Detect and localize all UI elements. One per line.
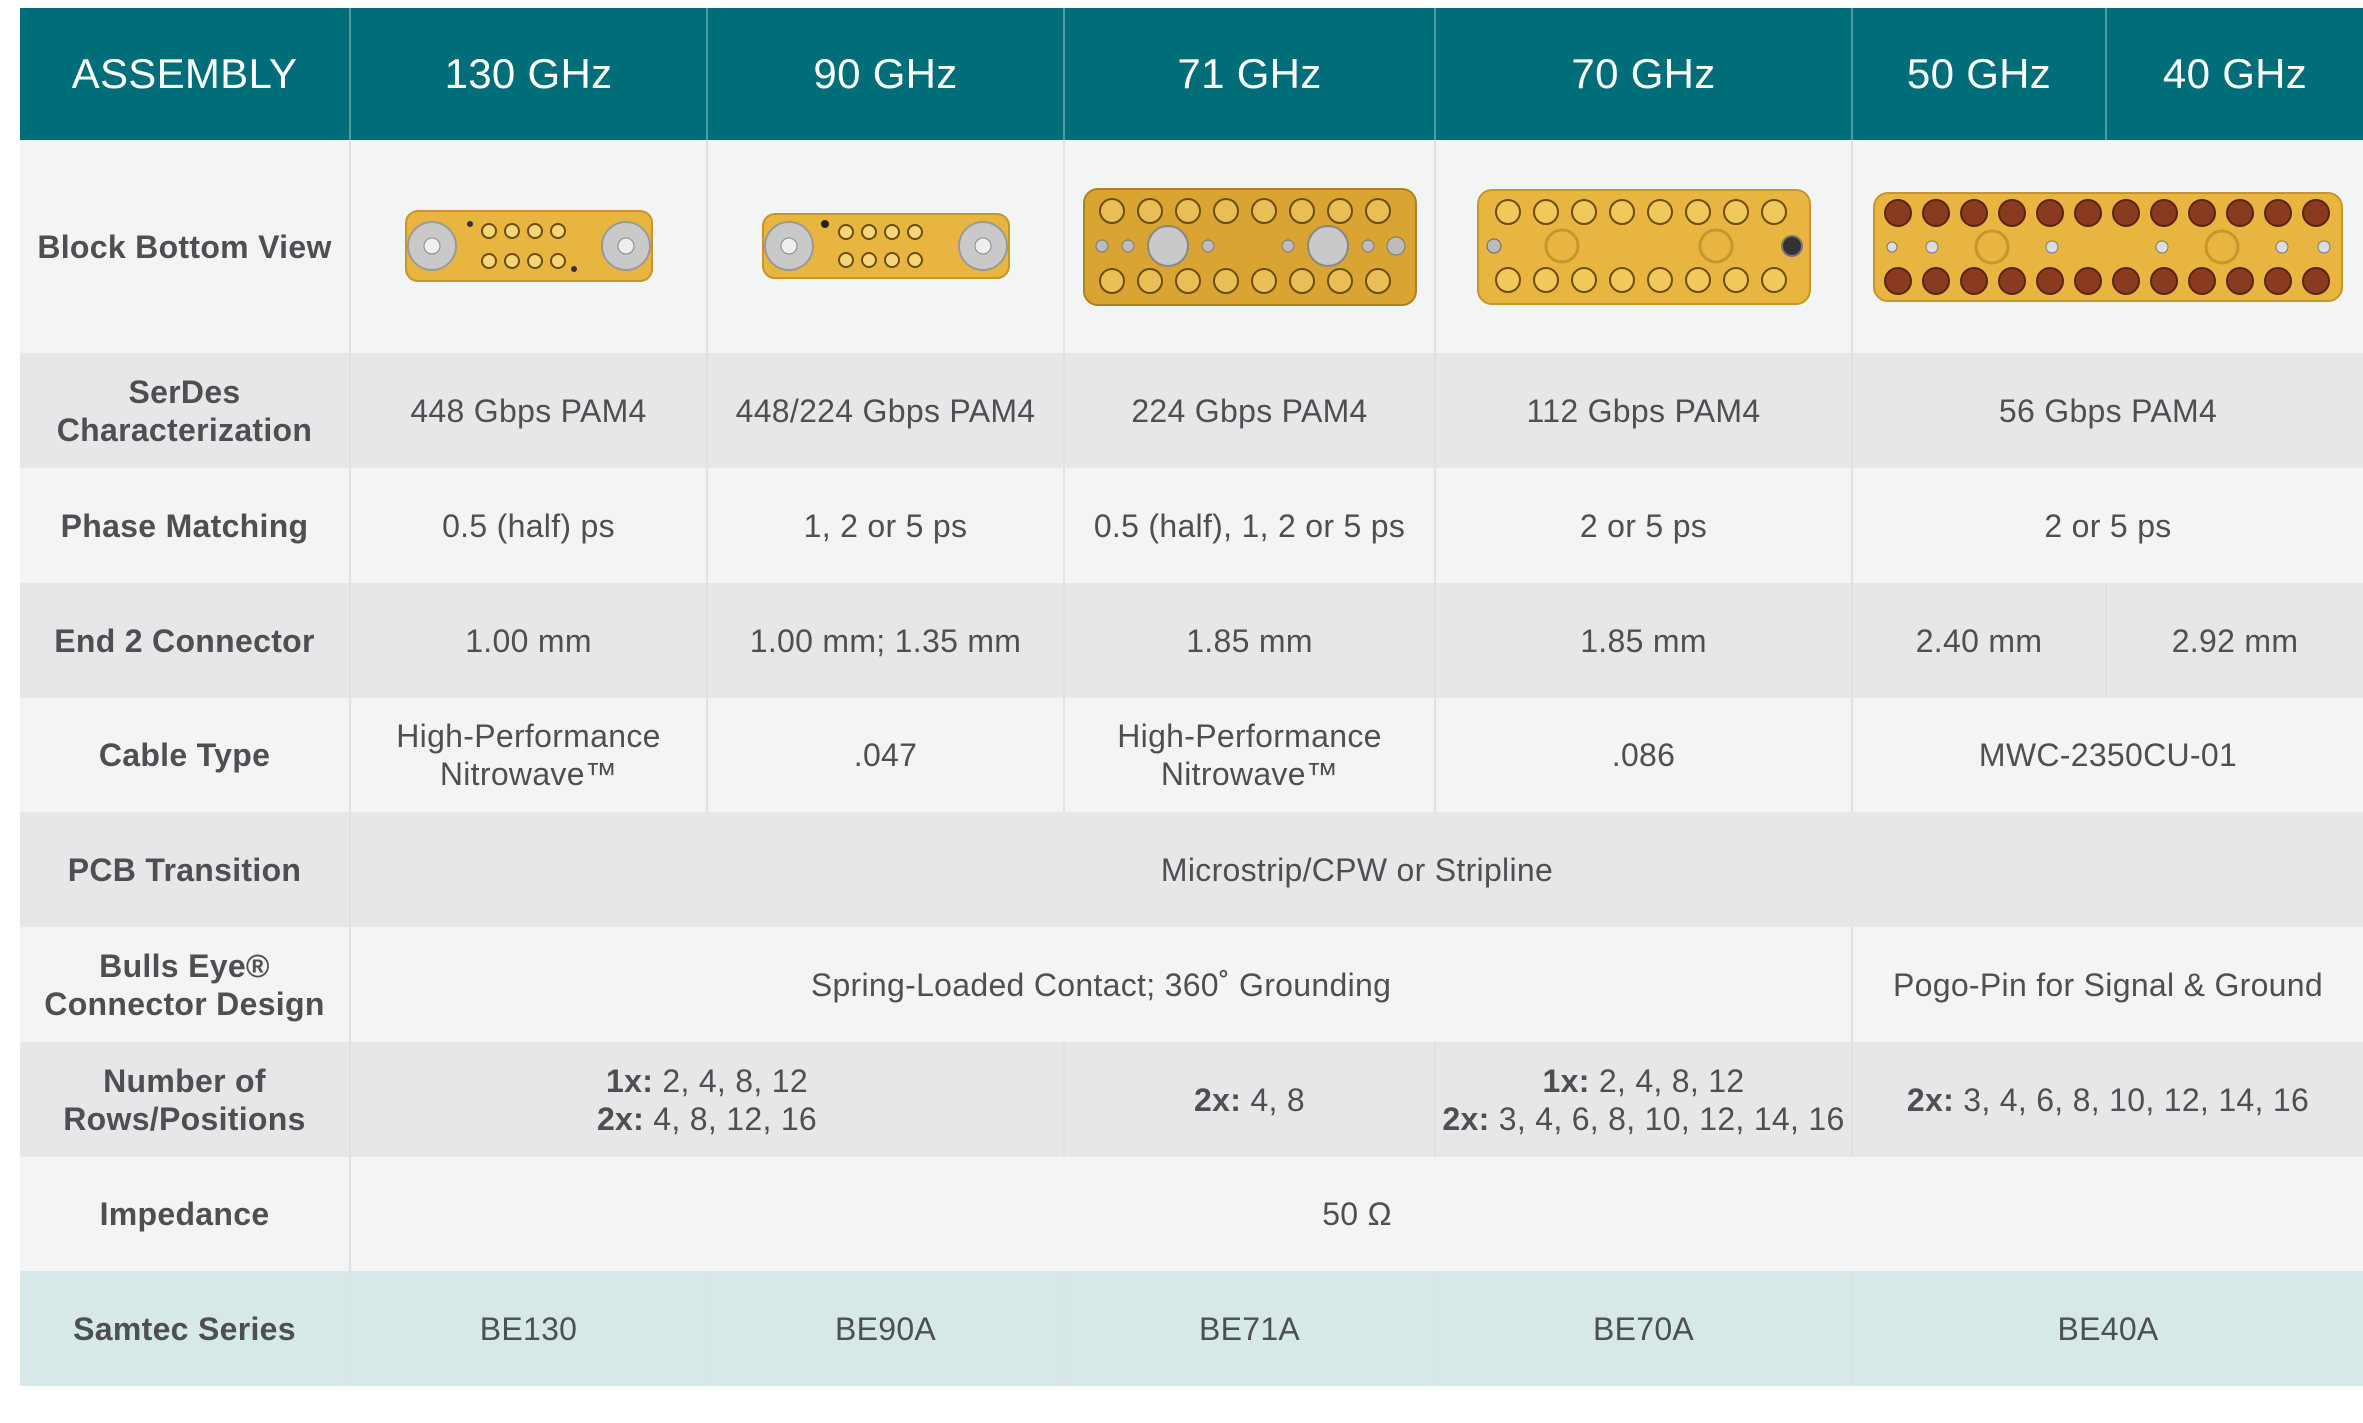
serdes-be71a: 224 Gbps PAM4	[1065, 353, 1436, 468]
cable-be130: High-Performance Nitrowave™	[351, 698, 708, 812]
row-label-pcb-transition: PCB Transition	[20, 812, 351, 927]
serdes-be70a: 112 Gbps PAM4	[1436, 353, 1853, 468]
bullseye-spring-loaded: Spring-Loaded Contact; 360˚ Grounding	[351, 927, 1853, 1042]
rows-positions-line: 2x: 4, 8, 12, 16	[596, 1100, 818, 1137]
phase-be70a: 2 or 5 ps	[1436, 468, 1853, 583]
rows-positions-line: 2x: 4, 8	[1194, 1081, 1305, 1118]
end2-be130: 1.00 mm	[351, 583, 708, 698]
phase-be71a: 0.5 (half), 1, 2 or 5 ps	[1065, 468, 1436, 583]
connector-block-be130-icon	[404, 210, 653, 282]
end2-be70a: 1.85 mm	[1436, 583, 1853, 698]
connector-block-be90a-icon	[761, 212, 1010, 279]
rows-positions-line: 1x: 2, 4, 8, 12	[1542, 1062, 1745, 1099]
impedance-all: 50 Ω	[351, 1157, 2363, 1271]
series-be130: BE130	[351, 1271, 708, 1386]
end2-be90a: 1.00 mm; 1.35 mm	[708, 583, 1065, 698]
rows-positions-line: 2x: 3, 4, 6, 8, 10, 12, 14, 16	[1442, 1100, 1845, 1137]
row-label-rows-positions: Number of Rows/Positions	[20, 1042, 351, 1157]
header-90ghz: 90 GHz	[708, 8, 1065, 140]
cable-be90a: .047	[708, 698, 1065, 812]
header-130ghz: 130 GHz	[351, 8, 708, 140]
phase-be90a: 1, 2 or 5 ps	[708, 468, 1065, 583]
rows-positions-line: 1x: 2, 4, 8, 12	[606, 1062, 808, 1099]
row-label-block-bottom-view: Block Bottom View	[20, 140, 351, 353]
pcb-transition-all: Microstrip/CPW or Stripline	[351, 812, 2363, 927]
block-image-be70a	[1436, 140, 1853, 353]
rows-positions-line: 2x: 3, 4, 6, 8, 10, 12, 14, 16	[1906, 1081, 2310, 1118]
rows-positions-be40a: 2x: 3, 4, 6, 8, 10, 12, 14, 16	[1853, 1042, 2363, 1157]
row-label-impedance: Impedance	[20, 1157, 351, 1271]
end2-40ghz: 2.92 mm	[2107, 583, 2363, 698]
phase-be130: 0.5 (half) ps	[351, 468, 708, 583]
series-be90a: BE90A	[708, 1271, 1065, 1386]
series-be40a: BE40A	[1853, 1271, 2363, 1386]
header-70ghz: 70 GHz	[1436, 8, 1853, 140]
cable-be40a: MWC-2350CU-01	[1853, 698, 2363, 812]
series-be70a: BE70A	[1436, 1271, 1853, 1386]
block-image-be71a	[1065, 140, 1436, 353]
row-label-serdes: SerDes Characterization	[20, 353, 351, 468]
connector-block-be40a-icon	[1873, 191, 2343, 302]
block-image-be40a	[1853, 140, 2363, 353]
rows-positions-be71a: 2x: 4, 8	[1065, 1042, 1436, 1157]
rows-positions-be130-be90a: 1x: 2, 4, 8, 12 2x: 4, 8, 12, 16	[351, 1042, 1065, 1157]
end2-50ghz: 2.40 mm	[1853, 583, 2107, 698]
end2-be71a: 1.85 mm	[1065, 583, 1436, 698]
row-label-phase-matching: Phase Matching	[20, 468, 351, 583]
comparison-table: ASSEMBLY 130 GHz 90 GHz 71 GHz 70 GHz 50…	[20, 8, 2363, 1386]
connector-block-be70a-icon	[1476, 188, 1811, 305]
serdes-be130: 448 Gbps PAM4	[351, 353, 708, 468]
series-be71a: BE71A	[1065, 1271, 1436, 1386]
row-label-bulls-eye: Bulls Eye® Connector Design	[20, 927, 351, 1042]
row-label-cable-type: Cable Type	[20, 698, 351, 812]
bullseye-pogo-pin: Pogo-Pin for Signal & Ground	[1853, 927, 2363, 1042]
row-label-end2-connector: End 2 Connector	[20, 583, 351, 698]
block-image-be90a	[708, 140, 1065, 353]
header-assembly: ASSEMBLY	[20, 8, 351, 140]
row-label-samtec-series: Samtec Series	[20, 1271, 351, 1386]
phase-be40a: 2 or 5 ps	[1853, 468, 2363, 583]
connector-block-be71a-icon	[1082, 187, 1417, 306]
cable-be70a: .086	[1436, 698, 1853, 812]
header-50ghz: 50 GHz	[1853, 8, 2107, 140]
serdes-be40a: 56 Gbps PAM4	[1853, 353, 2363, 468]
cable-be71a: High-Performance Nitrowave™	[1065, 698, 1436, 812]
header-71ghz: 71 GHz	[1065, 8, 1436, 140]
serdes-be90a: 448/224 Gbps PAM4	[708, 353, 1065, 468]
block-image-be130	[351, 140, 708, 353]
header-40ghz: 40 GHz	[2107, 8, 2363, 140]
rows-positions-be70a: 1x: 2, 4, 8, 12 2x: 3, 4, 6, 8, 10, 12, …	[1436, 1042, 1853, 1157]
